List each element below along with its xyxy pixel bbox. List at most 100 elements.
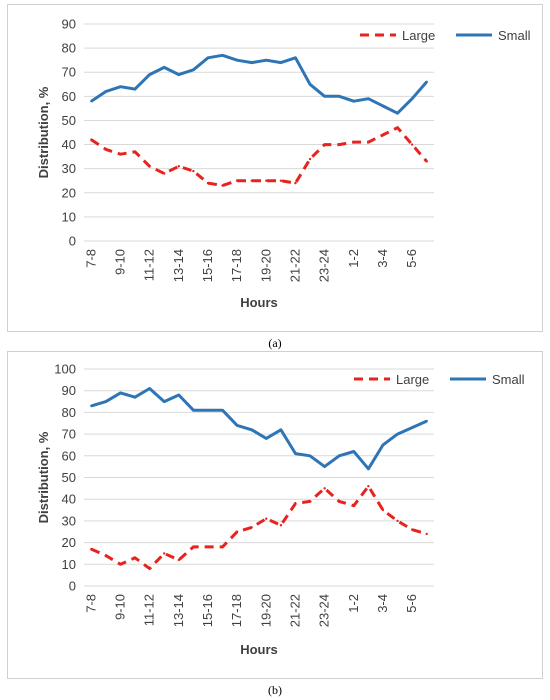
data-point-small — [396, 432, 399, 436]
data-point-large — [338, 500, 341, 503]
data-point-small — [104, 400, 108, 403]
y-tick-label: 40 — [62, 137, 76, 152]
data-point-large — [250, 179, 253, 182]
x-tick-label: 23-24 — [317, 594, 332, 627]
data-point-small — [177, 73, 180, 76]
x-tick-label: 17-18 — [229, 594, 244, 627]
y-tick-label: 60 — [62, 89, 76, 104]
data-point-large — [177, 165, 180, 168]
x-tick-label: 9-10 — [112, 249, 127, 275]
x-tick-label: 15-16 — [200, 594, 215, 627]
x-tick-label: 19-20 — [258, 594, 273, 627]
data-point-small — [425, 80, 428, 84]
data-point-large — [410, 528, 414, 531]
x-tick-label: 13-14 — [171, 594, 186, 627]
data-point-large — [323, 487, 326, 490]
data-point-small — [294, 452, 297, 455]
data-point-large — [410, 143, 414, 146]
x-tick-label: 15-16 — [200, 249, 215, 282]
y-tick-label: 90 — [62, 17, 76, 32]
data-point-large — [235, 530, 239, 533]
data-point-large — [367, 484, 370, 488]
data-point-large — [294, 181, 297, 185]
chart-a-svg: 0 10 20 30 40 50 60 70 80 90 7-8 9-10 11-12 13-14 15-1… — [36, 17, 531, 311]
data-point-large — [396, 126, 399, 129]
data-point-large — [192, 545, 195, 549]
data-point-small — [410, 426, 414, 429]
data-point-large — [308, 157, 312, 161]
x-tick-label: 5-6 — [404, 594, 419, 613]
data-point-large — [104, 554, 108, 557]
y-tick-label: 30 — [62, 161, 76, 176]
data-point-small — [308, 454, 312, 457]
data-point-large — [265, 179, 268, 182]
data-point-large — [381, 133, 385, 137]
x-tick-label: 9-10 — [112, 594, 127, 620]
data-point-large — [367, 140, 370, 144]
data-point-large — [279, 524, 283, 527]
data-point-large — [265, 517, 268, 520]
data-point-small — [323, 465, 326, 468]
x-tick-label: 11-12 — [142, 594, 157, 626]
data-point-small — [381, 104, 385, 108]
data-point-small — [338, 454, 341, 457]
data-point-small — [250, 428, 253, 431]
legend-label-large: Large — [396, 372, 429, 387]
y-tick-label: 70 — [62, 65, 76, 80]
data-point-large — [381, 508, 385, 512]
series-line-large — [90, 126, 428, 187]
data-point-large — [133, 556, 137, 559]
y-tick-label: 40 — [62, 492, 76, 507]
data-point-large — [206, 545, 210, 549]
data-point-small — [323, 95, 326, 98]
y-tick-label: 20 — [62, 535, 76, 550]
data-point-large — [119, 153, 122, 156]
data-point-small — [133, 396, 137, 399]
y-tick-label: 90 — [62, 383, 76, 398]
series-line-small — [90, 387, 428, 471]
legend-label-small: Small — [498, 28, 531, 43]
caption-a: (a) — [268, 336, 282, 350]
x-tick-label: 1-2 — [346, 249, 361, 268]
data-point-large — [352, 140, 355, 144]
x-tick-label: 5-6 — [404, 249, 419, 268]
data-point-small — [235, 424, 239, 427]
legend-label-large: Large — [402, 28, 435, 43]
data-point-large — [163, 552, 166, 555]
data-point-small — [425, 419, 428, 423]
data-point-small — [265, 437, 268, 440]
data-point-small — [352, 450, 355, 453]
y-tick-label: 20 — [62, 185, 76, 200]
data-point-small — [279, 61, 283, 64]
data-point-small — [133, 87, 137, 91]
data-point-large — [338, 143, 341, 146]
x-tick-label: 13-14 — [171, 249, 186, 282]
data-point-small — [279, 428, 283, 431]
data-point-small — [148, 387, 151, 390]
data-point-small — [308, 83, 312, 86]
data-point-large — [133, 150, 137, 153]
data-point-small — [119, 391, 122, 395]
x-tick-label: 1-2 — [346, 594, 361, 613]
x-axis-title: Hours — [240, 642, 278, 657]
data-point-large — [396, 519, 399, 523]
data-point-small — [104, 90, 108, 93]
data-point-small — [294, 56, 297, 59]
y-tick-label: 10 — [62, 209, 76, 224]
data-point-small — [90, 404, 93, 408]
y-tick-label: 80 — [62, 405, 76, 420]
y-tick-label: 100 — [54, 362, 76, 377]
data-point-small — [221, 409, 224, 412]
x-tick-label: 7-8 — [83, 594, 98, 613]
y-axis-title: Distribution, % — [36, 86, 51, 178]
x-tick-label: 3-4 — [375, 594, 390, 613]
data-point-small — [221, 54, 224, 57]
x-tick-label: 11-12 — [142, 249, 157, 281]
data-point-large — [250, 526, 253, 529]
data-point-large — [425, 160, 428, 163]
data-point-large — [163, 172, 166, 175]
data-point-small — [192, 68, 195, 72]
data-point-large — [177, 558, 180, 562]
y-axis-title: Distribution, % — [36, 431, 51, 523]
data-point-small — [367, 97, 370, 100]
